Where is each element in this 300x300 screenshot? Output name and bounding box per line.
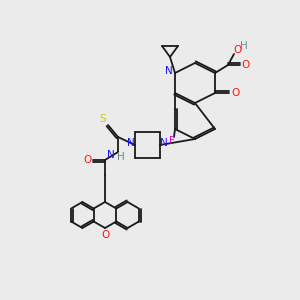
Text: N: N xyxy=(107,150,115,160)
Text: S: S xyxy=(100,114,106,124)
Text: F: F xyxy=(169,136,175,146)
Text: O: O xyxy=(242,60,250,70)
Text: N: N xyxy=(160,138,168,148)
Text: O: O xyxy=(234,45,242,55)
Text: O: O xyxy=(231,88,239,98)
Text: O: O xyxy=(101,230,109,240)
Text: N: N xyxy=(127,138,135,148)
Text: H: H xyxy=(240,41,248,51)
Text: O: O xyxy=(83,155,91,165)
Text: N: N xyxy=(165,66,173,76)
Text: H: H xyxy=(117,152,125,162)
